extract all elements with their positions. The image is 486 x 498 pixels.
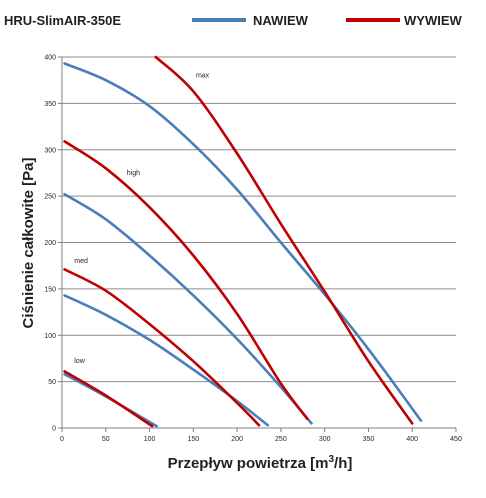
annotation-low: low	[74, 358, 85, 365]
series-line-wywiew-high	[63, 140, 309, 420]
y-tick-labels: 0 50 100 150 200 250 300 350 400	[44, 55, 56, 433]
y-tick-label: 200	[44, 240, 56, 247]
annotation-med: med	[74, 258, 88, 265]
y-tick-label: 250	[44, 194, 56, 201]
x-axis-label: Przepływ powietrza [m3/h]	[168, 454, 353, 472]
y-tick-label: 100	[44, 333, 56, 340]
y-tick-label: 400	[44, 55, 56, 62]
series-line-nawiew-max	[63, 62, 423, 422]
annotation-high: high	[127, 170, 140, 177]
gridlines	[62, 56, 456, 383]
legend-label-nawiew: NAWIEW	[253, 13, 309, 28]
series-line-wywiew-low	[63, 370, 154, 428]
y-tick-label: 0	[52, 426, 56, 433]
series-line-nawiew-med	[63, 294, 270, 427]
y-tick-label: 300	[44, 147, 56, 154]
x-tick-label: 300	[319, 436, 331, 443]
chart-title: HRU-SlimAIR-350E	[4, 13, 121, 28]
x-tick-label: 350	[363, 436, 375, 443]
y-tick-label: 350	[44, 101, 56, 108]
x-tick-label: 200	[231, 436, 243, 443]
x-tick-label: 50	[102, 436, 110, 443]
x-tick-label: 450	[450, 436, 462, 443]
x-tick-label: 250	[275, 436, 287, 443]
x-tick-label: 100	[144, 436, 156, 443]
axes	[58, 56, 457, 432]
x-tick-label: 150	[187, 436, 199, 443]
x-tick-label: 400	[406, 436, 418, 443]
x-axis-label-text: Przepływ powietrza [m	[168, 455, 329, 472]
annotation-max: max	[196, 72, 210, 79]
series-line-wywiew-med	[63, 268, 261, 427]
y-tick-label: 150	[44, 286, 56, 293]
x-tick-label: 0	[60, 436, 64, 443]
legend-label-wywiew: WYWIEW	[404, 13, 462, 28]
y-axis-label: Ciśnienie całkowite [Pa]	[20, 158, 37, 329]
series-line-nawiew-high	[63, 193, 313, 425]
x-tick-labels: 0 50 100 150 200 250 300 350 400 450	[60, 436, 462, 443]
x-axis-label-tail: /h]	[334, 455, 352, 472]
series-lines	[63, 55, 423, 428]
y-tick-label: 50	[48, 379, 56, 386]
x-axis-label-sup: 3	[328, 454, 334, 465]
curve-annotations: max high med low	[74, 72, 209, 365]
series-line-wywiew-max	[154, 55, 414, 425]
